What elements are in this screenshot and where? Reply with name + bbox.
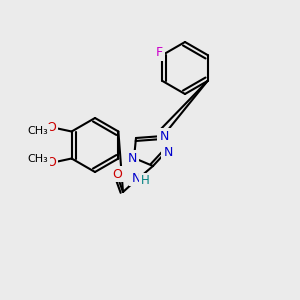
Text: O: O <box>47 121 57 134</box>
Text: O: O <box>112 167 122 181</box>
Text: CH₃: CH₃ <box>27 125 48 136</box>
Text: N: N <box>163 146 173 158</box>
Text: O: O <box>47 156 57 169</box>
Text: N: N <box>131 172 141 184</box>
Text: N: N <box>159 130 169 142</box>
Text: H: H <box>141 175 149 188</box>
Text: N: N <box>127 152 137 164</box>
Text: CH₃: CH₃ <box>27 154 48 164</box>
Text: F: F <box>156 46 163 59</box>
